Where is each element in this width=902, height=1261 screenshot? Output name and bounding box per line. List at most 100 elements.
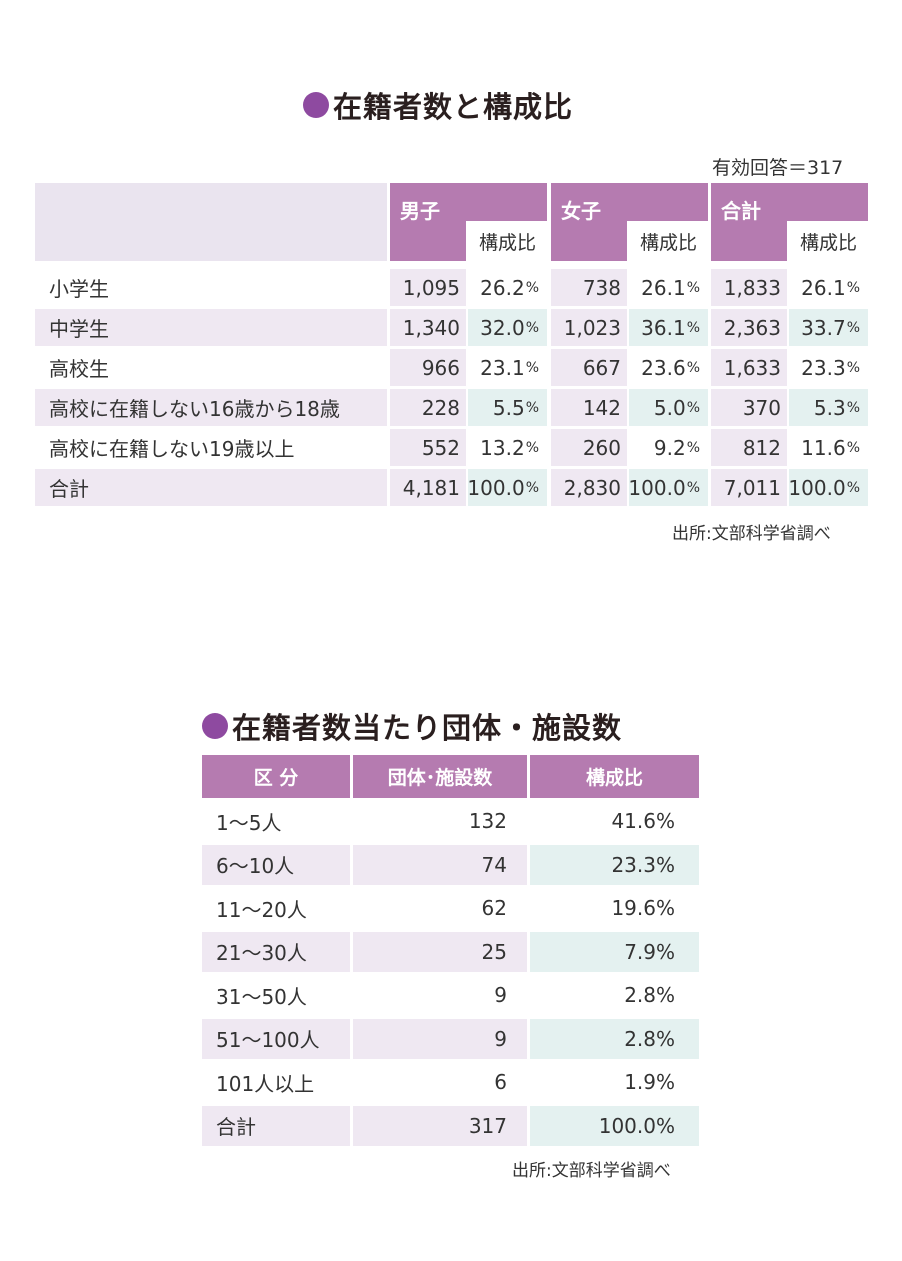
pct-value: 33.7 — [801, 315, 846, 340]
table1-count-cell: 1,340 — [390, 309, 466, 346]
table1-row-label: 高校に在籍しない16歳から18歳 — [35, 389, 387, 426]
table2-header: 構成比 — [530, 755, 699, 798]
table1-pct-cell: 100.0% — [788, 469, 868, 506]
table2-pct-cell: 2.8% — [530, 975, 699, 1016]
table1-count-cell: 1,633 — [711, 349, 787, 386]
pct-unit: % — [846, 399, 860, 416]
table1-row-label: 合計 — [35, 469, 387, 506]
pct-value: 5.5 — [492, 395, 525, 420]
table1-pct-cell: 5.3% — [789, 389, 868, 426]
table1-pct-cell: 32.0% — [468, 309, 547, 346]
table1-pct-cell: 13.2% — [468, 429, 547, 466]
table2-pct-cell: 100.0% — [530, 1105, 699, 1146]
pct-unit: % — [686, 319, 700, 336]
pct-value: 100.0 — [467, 475, 525, 500]
table2-row-label: 51〜100人 — [202, 1018, 350, 1059]
table2-count-cell: 62 — [353, 888, 527, 929]
table2-title: 在籍者数当たり団体・施設数 — [202, 705, 622, 747]
pct-unit: % — [846, 319, 860, 336]
table1-pct-cell: 100.0% — [628, 469, 708, 506]
table1-pct-cell: 33.7% — [789, 309, 868, 346]
pct-unit: % — [686, 439, 700, 456]
pct-unit: % — [846, 479, 860, 496]
pct-unit: % — [846, 439, 860, 456]
table1-count-cell: 370 — [711, 389, 787, 426]
table1-sub-header: 構成比 — [789, 221, 868, 261]
table1-pct-cell: 23.1% — [468, 349, 547, 386]
table1-group-header-fill — [711, 221, 787, 261]
table1-sub-header: 構成比 — [629, 221, 708, 261]
table1-count-cell: 667 — [551, 349, 627, 386]
table1-pct-cell: 9.2% — [629, 429, 708, 466]
table2-row-label: 合計 — [202, 1105, 350, 1146]
table1-row-label: 高校に在籍しない19歳以上 — [35, 429, 387, 466]
table1-title: 在籍者数と構成比 — [303, 84, 573, 126]
table1-group-header: 女子 — [551, 183, 708, 223]
table1-count-cell: 1,833 — [711, 269, 787, 306]
table2-count-cell: 9 — [353, 975, 527, 1016]
table2-source: 出所:文部科学省調べ — [512, 1161, 671, 1181]
table1-pct-cell: 100.0% — [467, 469, 547, 506]
table1-group-header-fill — [390, 221, 466, 261]
pct-value: 36.1 — [641, 315, 686, 340]
table1-count-cell: 4,181 — [390, 469, 466, 506]
table1-group-header: 男子 — [390, 183, 547, 223]
pct-value: 32.0 — [480, 315, 525, 340]
table1-pct-cell: 36.1% — [629, 309, 708, 346]
table1-pct-cell: 5.5% — [468, 389, 547, 426]
table2-pct-cell: 23.3% — [530, 844, 699, 885]
table1-count-cell: 2,830 — [551, 469, 627, 506]
pct-unit: % — [525, 479, 539, 496]
pct-unit: % — [846, 279, 860, 296]
table1-pct-cell: 26.2% — [468, 269, 547, 306]
table2-pct-cell: 7.9% — [530, 931, 699, 972]
table2-pct-cell: 1.9% — [530, 1062, 699, 1103]
table1-row-label: 高校生 — [35, 349, 387, 386]
table1-row-label: 小学生 — [35, 269, 387, 306]
pct-value: 23.1 — [480, 355, 525, 380]
table1-count-cell: 738 — [551, 269, 627, 306]
table2-row-label: 21〜30人 — [202, 931, 350, 972]
table1-count-cell: 1,023 — [551, 309, 627, 346]
bullet-dot-icon — [303, 92, 329, 118]
table2-count-cell: 317 — [353, 1105, 527, 1146]
table1-pct-cell: 23.6% — [629, 349, 708, 386]
table1-pct-cell: 26.1% — [789, 269, 868, 306]
pct-value: 100.0 — [628, 475, 686, 500]
pct-unit: % — [686, 279, 700, 296]
table2-pct-cell: 41.6% — [530, 801, 699, 842]
table1-pct-cell: 11.6% — [789, 429, 868, 466]
pct-unit: % — [686, 359, 700, 376]
table1-sub-header: 構成比 — [468, 221, 547, 261]
table1-count-cell: 966 — [390, 349, 466, 386]
table2-row-label: 31〜50人 — [202, 975, 350, 1016]
table2-header: 区 分 — [202, 755, 350, 798]
table1-pct-cell: 5.0% — [629, 389, 708, 426]
table1-count-cell: 228 — [390, 389, 466, 426]
pct-value: 13.2 — [480, 435, 525, 460]
table1-header-blank — [35, 183, 387, 261]
table1-count-cell: 552 — [390, 429, 466, 466]
table1-group-header: 合計 — [711, 183, 868, 223]
bullet-dot-icon — [202, 713, 228, 739]
table2-header: 団体･施設数 — [353, 755, 527, 798]
pct-unit: % — [525, 399, 539, 416]
table2-count-cell: 132 — [353, 801, 527, 842]
pct-value: 11.6 — [801, 435, 846, 460]
table1-count-cell: 142 — [551, 389, 627, 426]
pct-unit: % — [525, 319, 539, 336]
pct-unit: % — [525, 279, 539, 296]
pct-value: 26.1 — [801, 275, 846, 300]
table2-count-cell: 9 — [353, 1018, 527, 1059]
pct-value: 5.0 — [653, 395, 686, 420]
table2-count-cell: 25 — [353, 931, 527, 972]
respondent-note: 有効回答＝317 — [712, 157, 844, 179]
pct-value: 26.2 — [480, 275, 525, 300]
pct-value: 26.1 — [641, 275, 686, 300]
pct-value: 23.3 — [801, 355, 846, 380]
pct-unit: % — [686, 479, 700, 496]
table2-row-label: 101人以上 — [202, 1062, 350, 1103]
table1-group-header-fill — [551, 221, 627, 261]
pct-value: 9.2 — [653, 435, 686, 460]
pct-unit: % — [525, 359, 539, 376]
